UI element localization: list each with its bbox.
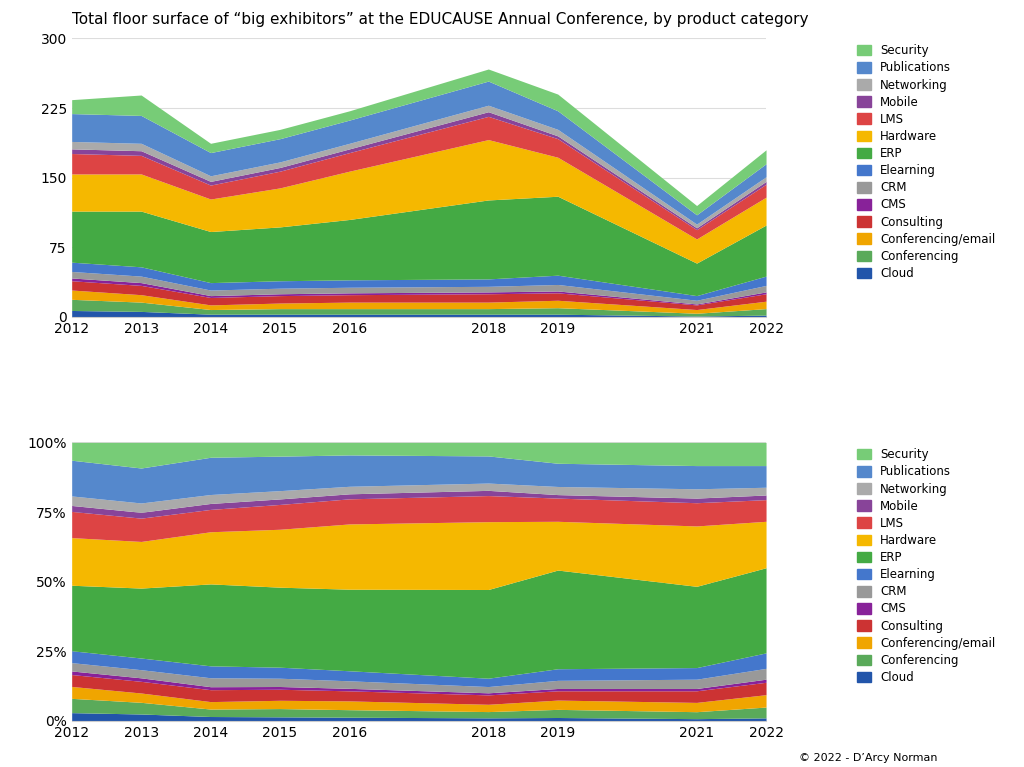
Legend: Security, Publications, Networking, Mobile, LMS, Hardware, ERP, Elearning, CRM, : Security, Publications, Networking, Mobi…	[857, 448, 995, 684]
Text: © 2022 - D’Arcy Norman: © 2022 - D’Arcy Norman	[799, 753, 937, 763]
Legend: Security, Publications, Networking, Mobile, LMS, Hardware, ERP, Elearning, CRM, : Security, Publications, Networking, Mobi…	[857, 44, 995, 280]
Text: Total floor surface of “big exhibitors” at the EDUCAUSE Annual Conference, by pr: Total floor surface of “big exhibitors” …	[72, 12, 809, 27]
